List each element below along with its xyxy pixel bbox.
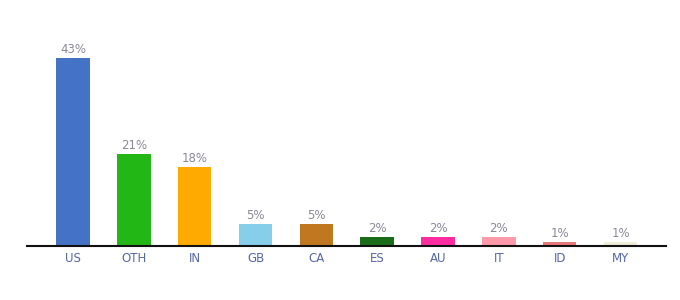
Text: 2%: 2% [490,223,508,236]
Bar [360,237,394,246]
Text: 43%: 43% [60,43,86,56]
Bar [300,224,333,246]
Text: 21%: 21% [121,140,147,152]
Bar [604,242,637,246]
Text: 2%: 2% [429,223,447,236]
Bar [117,154,150,246]
Text: 2%: 2% [368,223,386,236]
Bar [56,58,90,246]
Text: 5%: 5% [307,209,326,222]
Bar [239,224,272,246]
Bar [422,237,455,246]
Text: 5%: 5% [246,209,265,222]
Text: 1%: 1% [611,227,630,240]
Text: 18%: 18% [182,152,207,166]
Bar [178,167,211,246]
Text: 1%: 1% [550,227,569,240]
Bar [482,237,515,246]
Bar [543,242,577,246]
